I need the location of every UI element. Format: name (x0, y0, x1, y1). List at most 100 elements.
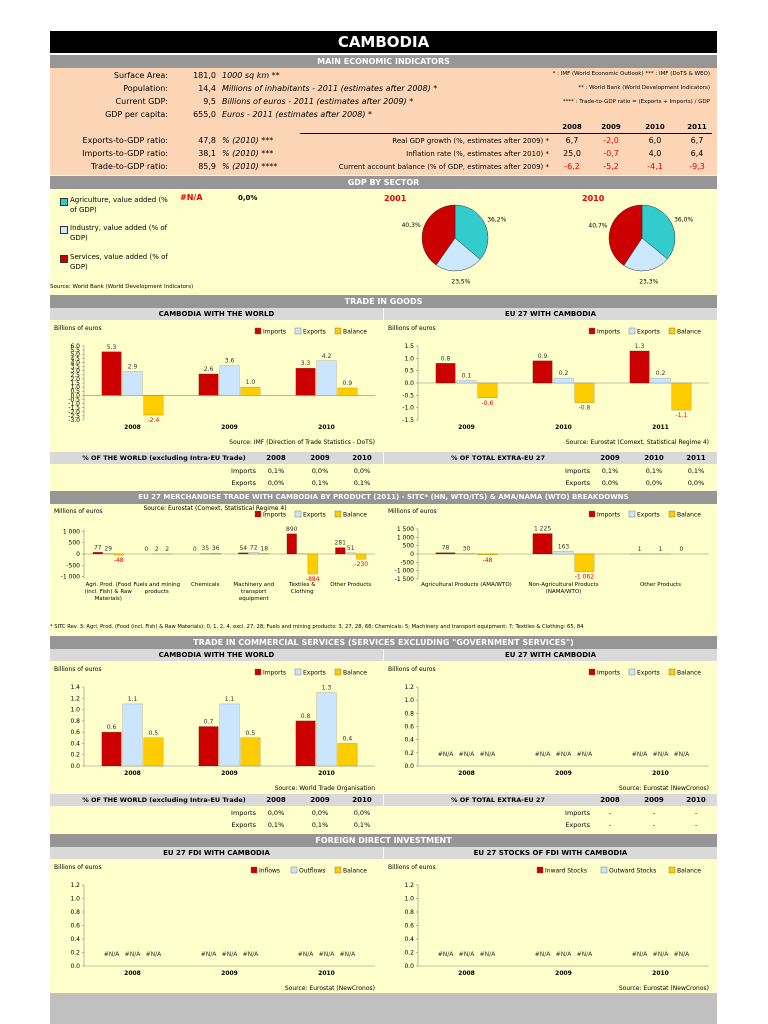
value-label: #N/A (480, 951, 497, 958)
fact-label: Population: (123, 84, 168, 93)
legend-swatch (588, 510, 596, 518)
year-header: 2009 (601, 123, 621, 131)
bar (238, 552, 249, 555)
year-header: 2009 (310, 796, 330, 804)
table-header-band (384, 452, 717, 464)
table-value: 0,1% (311, 479, 329, 487)
legend-swatch (250, 866, 258, 874)
y-tick-label: 2.0 (70, 376, 80, 383)
fact-label: GDP per capita: (105, 110, 168, 119)
table-value: - (652, 809, 656, 817)
y-tick-label: 0.4 (404, 737, 414, 744)
y-tick-label: 0.2 (70, 950, 80, 957)
value-label: 1.3 (635, 343, 645, 350)
y-tick-label: 3.5 (70, 364, 80, 371)
pie-label: 36,0% (674, 216, 693, 223)
source: Source: Eurostat (NewCronos) (619, 985, 709, 992)
y-tick-label: 0.5 (404, 368, 414, 375)
category-label-box: Other Products (330, 582, 371, 588)
y-tick-label: -2.0 (68, 409, 80, 416)
value-label: 3.6 (225, 358, 235, 365)
x-tick-label: Textiles & Clothing (289, 582, 316, 595)
table-rule (300, 133, 712, 134)
value-label: 0.2 (656, 370, 666, 377)
section-header: TRADE IN GOODS (50, 295, 717, 308)
y-tick-label: 0.4 (70, 740, 80, 747)
x-tick-label: Agricultural Products (AMA/WTO) (421, 582, 512, 588)
bar (200, 553, 211, 555)
bar (477, 382, 498, 399)
y-tick-label: 0.8 (70, 909, 80, 916)
bar (553, 551, 574, 555)
pie-title: 2001 (384, 194, 407, 203)
category-label-box: Fuels and mining products (133, 582, 180, 595)
pie-title: 2010 (582, 194, 605, 203)
pie-label: 23,3% (639, 279, 658, 286)
x-tick-label: 2010 (318, 770, 335, 777)
y-tick-label: 1 500 (397, 526, 414, 533)
legend-label: Balance (343, 868, 367, 875)
pie-label: 36,2% (487, 217, 506, 224)
table-value: 0,1% (353, 479, 371, 487)
value-label: 2.9 (128, 363, 138, 370)
bar-chart: Millions of euros Imports Exports Balance -1… (54, 508, 375, 602)
year-header: 2009 (600, 454, 620, 462)
value-label: 0.8 (301, 713, 311, 720)
bar (286, 533, 297, 555)
y-tick-label: 5.0 (70, 351, 80, 358)
value-label: 0.9 (538, 353, 548, 360)
value-label: 5.3 (107, 344, 117, 351)
y-tick-label: 1.2 (404, 882, 414, 889)
y-tick-label: 0.6 (404, 724, 414, 731)
value-label: -884 (306, 576, 320, 583)
value-label: -0.6 (482, 400, 494, 407)
ratio-note: % (2010) *** (222, 149, 274, 158)
legend-label: Outflows (299, 868, 325, 875)
legend-label: Inflows (259, 868, 280, 875)
table-value: -0,7 (603, 149, 619, 158)
bar (101, 731, 122, 767)
legend-label: Imports (597, 670, 620, 677)
bar (103, 553, 114, 555)
y-tick-label: 0.8 (404, 909, 414, 916)
bar (240, 386, 261, 396)
legend-swatch (60, 255, 68, 263)
value-label: #N/A (653, 751, 670, 758)
pie-slice (623, 237, 668, 272)
ratio-label: Imports-to-GDP ratio: (82, 149, 168, 158)
y-tick-label: 0.6 (70, 923, 80, 930)
pie-slice (421, 204, 456, 266)
bar (316, 360, 337, 396)
y-tick-label: 0.0 (70, 392, 80, 399)
value-label: #N/A (201, 951, 218, 958)
value-label: -1 062 (575, 574, 595, 581)
legend-label: Industry, value added (% of GDP) (70, 224, 168, 242)
value-label: #N/A (298, 951, 315, 958)
y-tick-label: 0.2 (70, 752, 80, 759)
bar (532, 360, 553, 384)
legend-label: Balance (677, 329, 701, 336)
pie-slice (435, 237, 481, 272)
legend-label: Exports (637, 512, 660, 519)
x-tick-label: 2010 (318, 970, 335, 977)
bar (316, 692, 337, 767)
x-tick-label: 2008 (124, 970, 141, 977)
x-tick-label: 2009 (221, 770, 238, 777)
row-label: Exports (231, 479, 256, 487)
value-label: 1.1 (225, 696, 235, 703)
value-label: #N/A (459, 751, 476, 758)
year-header: 2010 (645, 123, 665, 131)
bar (248, 552, 259, 555)
table-value: - (694, 809, 698, 817)
y-tick-label: 4.5 (70, 355, 80, 362)
bar (113, 553, 124, 556)
bar-chart: Billions of euros Inflows Outflows Balance 0… (54, 864, 375, 992)
y-tick-label: 0.2 (404, 950, 414, 957)
table-value: -5,2 (603, 162, 619, 171)
table-value: 0,1% (311, 821, 329, 829)
bar (574, 553, 595, 572)
value-label: 1.0 (246, 379, 256, 386)
value-label: #N/A (577, 751, 594, 758)
x-tick-label: 2008 (124, 424, 141, 431)
